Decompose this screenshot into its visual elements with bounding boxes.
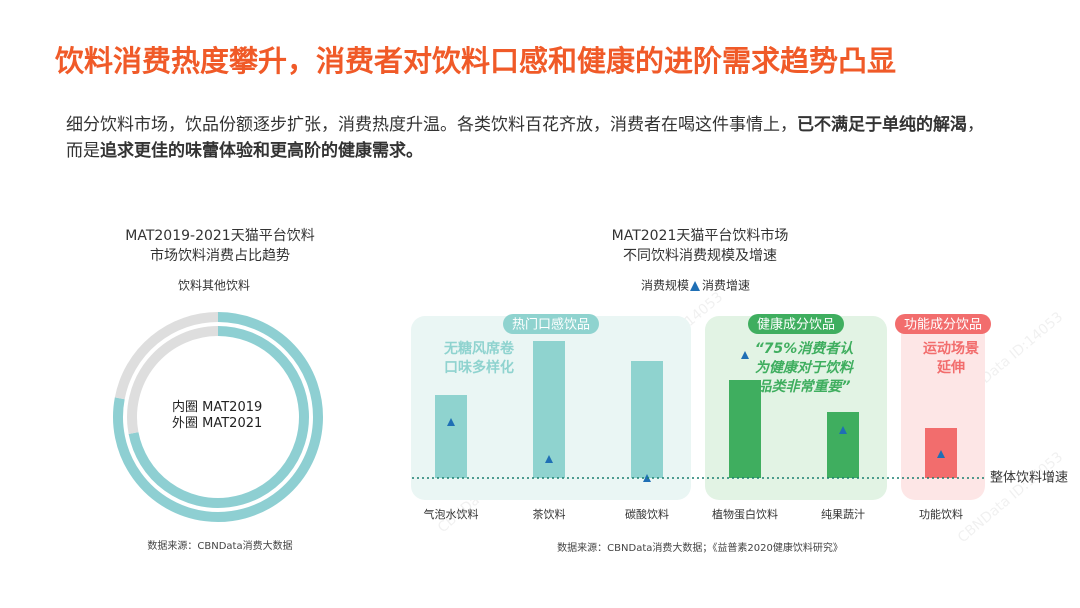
legend-label: 消费规模 (641, 278, 689, 293)
intro: 细分饮料市场，饮品份额逐步扩张，消费热度升温。各类饮料百花齐放，消费者在喝这件事… (66, 112, 986, 164)
growth-marker (545, 455, 553, 463)
group-pill (503, 314, 599, 334)
bar (729, 380, 761, 478)
x-tick-label: 功能饮料 (919, 507, 963, 521)
group-note: 延伸 (936, 359, 965, 376)
group-label: 健康成分饮品 (757, 317, 835, 333)
legend-marker (690, 281, 701, 291)
group-pill (895, 314, 991, 334)
growth-marker (839, 426, 847, 434)
chart-title: 市场饮料消费占比趋势 (150, 247, 290, 264)
intro-text: ，而是 (66, 115, 984, 161)
chart-title: MAT2019-2021天猫平台饮料 (125, 228, 314, 244)
slide-title: 饮料消费热度攀升，消费者对饮料口感和健康的进阶需求趋势凸显 (55, 44, 897, 78)
donut-segment (113, 312, 323, 522)
group-background (901, 316, 985, 500)
bar (631, 361, 663, 478)
growth-marker (447, 418, 455, 426)
x-tick-label: 气泡水饮料 (424, 507, 479, 521)
group-note: 无糖风席卷 (443, 340, 515, 357)
group-pill (748, 314, 844, 334)
chart-title: MAT2021天猫平台饮料市场 (612, 227, 789, 244)
x-tick-label: 纯果蔬汁 (821, 508, 865, 521)
growth-marker (741, 351, 749, 359)
group-note: 为健康对于饮料 (755, 359, 855, 376)
legend-label: 消费增速 (702, 279, 750, 293)
group-note: 口味多样化 (444, 359, 514, 376)
legend-label: 饮料 (178, 279, 202, 293)
x-tick-label: 碳酸饮料 (625, 507, 669, 521)
legend-label: 其他饮料 (202, 279, 250, 293)
chart-title: 不同饮料消费规模及增速 (623, 248, 777, 264)
intro-text: 已不满足于单纯的解渴 (797, 115, 967, 135)
source: 数据来源：CBNData消费大数据；《益普素2020健康饮料研究》 (557, 541, 843, 554)
group-label: 热门口感饮品 (512, 317, 590, 333)
intro-text: 追求更佳的味蕾体验和更高阶的健康需求。 (100, 141, 423, 161)
group-note: “75%消费者认 (755, 340, 854, 357)
center-label: 内圈 MAT2019 外圈 MAT2021 (172, 400, 263, 431)
group-note: 品类非常重要” (757, 378, 850, 395)
growth-marker (937, 450, 945, 458)
bar (435, 395, 467, 478)
group-note: 运动场景 (923, 340, 979, 357)
intro-text: 细分饮料市场，饮品份额逐步扩张，消费热度升温。各类饮料百花齐放，消费者在喝这件事… (66, 115, 797, 135)
x-tick-label: 植物蛋白饮料 (712, 507, 778, 521)
reference-label: 整体饮料增速 (990, 471, 1068, 486)
donut-segment (128, 326, 309, 508)
donut-segment (127, 326, 219, 435)
bar (827, 412, 859, 478)
source: 数据来源：CBNData消费大数据 (147, 539, 292, 552)
x-tick-label: 茶饮料 (533, 507, 566, 521)
group-label: 功能成分饮品 (904, 318, 982, 333)
donut-segment (114, 312, 219, 400)
